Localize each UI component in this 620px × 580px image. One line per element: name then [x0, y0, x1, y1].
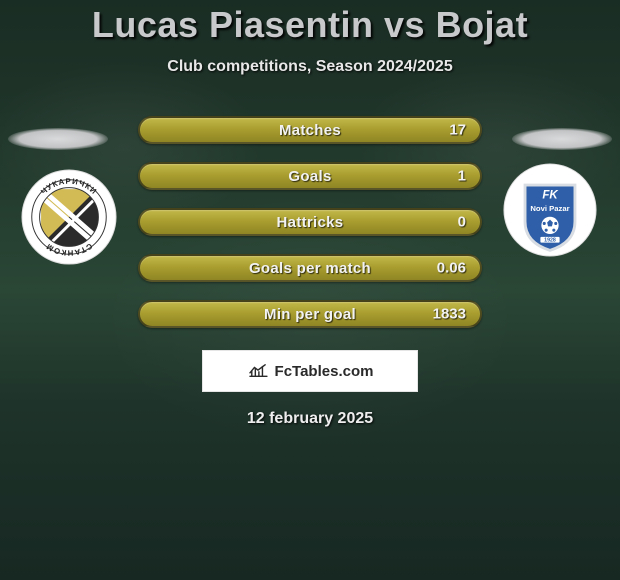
stat-value: 0: [458, 214, 466, 231]
stat-label: Goals: [288, 168, 331, 185]
stat-label: Matches: [279, 122, 341, 139]
stat-goals-per-match: Goals per match 0.06: [138, 254, 482, 282]
comparison-area: ЧУКАРИЧКИ СТАНКОМ FK Novi Pazar: [0, 116, 620, 328]
subtitle: Club competitions, Season 2024/2025: [167, 58, 452, 76]
svg-text:FK: FK: [542, 189, 559, 201]
stat-label: Goals per match: [249, 260, 371, 277]
brand-box: FcTables.com: [202, 350, 418, 392]
team-crest-right: FK Novi Pazar 1928: [502, 162, 598, 258]
brand-text: FcTables.com: [275, 363, 374, 380]
stat-label: Hattricks: [277, 214, 344, 231]
stat-goals: Goals 1: [138, 162, 482, 190]
svg-text:1928: 1928: [544, 238, 556, 244]
stat-value: 1: [458, 168, 466, 185]
stat-value: 17: [449, 122, 466, 139]
stat-label: Min per goal: [264, 306, 356, 323]
stat-matches: Matches 17: [138, 116, 482, 144]
fctables-logo-icon: [247, 363, 269, 379]
stat-value: 1833: [433, 306, 466, 323]
stats-list: Matches 17 Goals 1 Hattricks 0 Goals per…: [135, 116, 485, 328]
date-text: 12 february 2025: [247, 410, 373, 428]
stat-min-per-goal: Min per goal 1833: [138, 300, 482, 328]
stat-hattricks: Hattricks 0: [138, 208, 482, 236]
stat-value: 0.06: [437, 260, 466, 277]
shadow-left: [8, 128, 108, 150]
shadow-right: [512, 128, 612, 150]
page-title: Lucas Piasentin vs Bojat: [92, 4, 528, 46]
team-crest-left: ЧУКАРИЧКИ СТАНКОМ: [20, 168, 118, 266]
svg-text:Novi Pazar: Novi Pazar: [530, 204, 569, 213]
